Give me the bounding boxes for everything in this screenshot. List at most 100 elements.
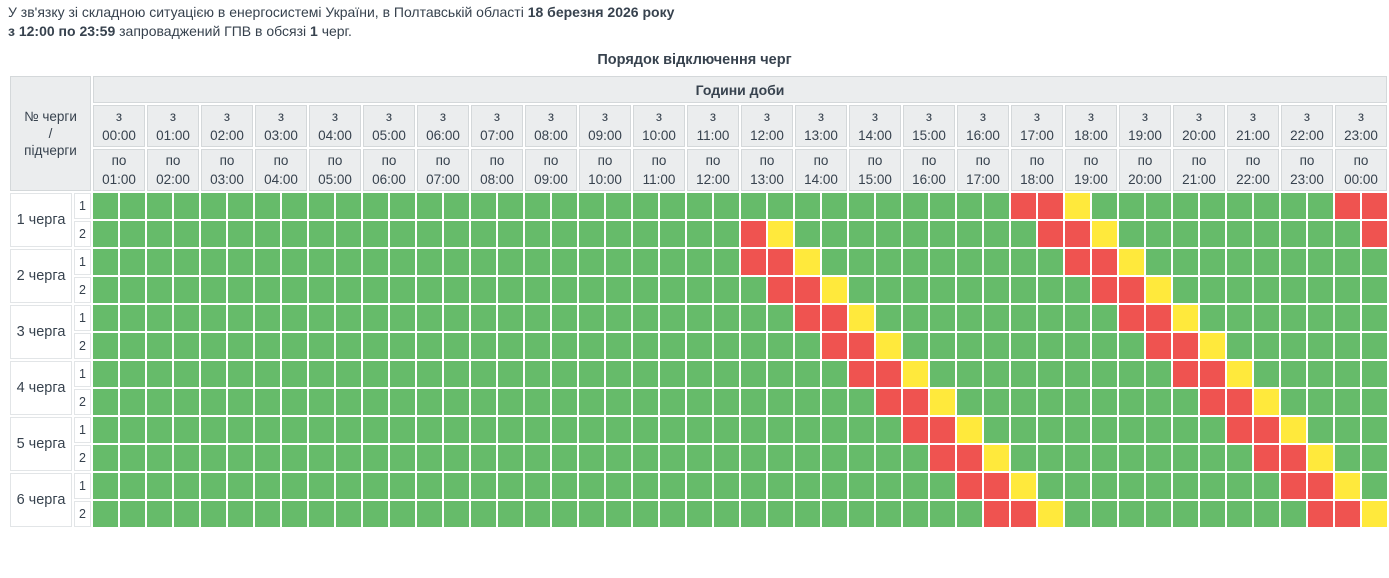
schedule-cell-power_on xyxy=(660,445,685,471)
schedule-cell-possible_outage xyxy=(984,445,1009,471)
schedule-cell-power_on xyxy=(1308,249,1333,275)
schedule-cell-power_on xyxy=(957,361,982,387)
hour-from-16: з 16:00 xyxy=(957,105,1009,147)
schedule-cell-power_on xyxy=(606,473,631,499)
schedule-cell-power_on xyxy=(201,333,226,359)
schedule-cell-power_on xyxy=(1335,389,1360,415)
schedule-cell-possible_outage xyxy=(930,389,955,415)
schedule-cell-power_on xyxy=(444,501,469,527)
schedule-cell-power_on xyxy=(1092,473,1117,499)
schedule-cell-power_on xyxy=(1065,277,1090,303)
schedule-cell-power_on xyxy=(822,501,847,527)
schedule-cell-outage xyxy=(1146,305,1171,331)
schedule-cell-power_on xyxy=(714,193,739,219)
announcement-date: 18 березня 2026 року xyxy=(527,4,675,20)
schedule-cell-power_on xyxy=(363,361,388,387)
schedule-cell-power_on xyxy=(120,221,145,247)
schedule-cell-power_on xyxy=(174,277,199,303)
schedule-cell-power_on xyxy=(876,305,901,331)
schedule-cell-power_on xyxy=(768,473,793,499)
schedule-cell-power_on xyxy=(606,389,631,415)
schedule-cell-power_on xyxy=(606,221,631,247)
schedule-cell-power_on xyxy=(741,305,766,331)
queue-label-5: 5 черга xyxy=(10,417,72,471)
schedule-cell-power_on xyxy=(498,389,523,415)
schedule-cell-power_on xyxy=(849,445,874,471)
subqueue-label: 2 xyxy=(74,333,91,359)
schedule-cell-possible_outage xyxy=(1335,473,1360,499)
hour-to-13: по 14:00 xyxy=(795,149,847,191)
schedule-cell-power_on xyxy=(498,193,523,219)
schedule-cell-power_on xyxy=(1200,277,1225,303)
schedule-cell-power_on xyxy=(255,361,280,387)
schedule-cell-power_on xyxy=(957,277,982,303)
hour-to-11: по 12:00 xyxy=(687,149,739,191)
schedule-cell-power_on xyxy=(795,389,820,415)
schedule-cell-power_on xyxy=(309,389,334,415)
hour-from-2: з 02:00 xyxy=(201,105,253,147)
schedule-cell-power_on xyxy=(1227,221,1252,247)
corner-line3: підчерги xyxy=(24,143,77,158)
schedule-cell-power_on xyxy=(768,389,793,415)
schedule-cell-power_on xyxy=(633,417,658,443)
subqueue-label: 2 xyxy=(74,389,91,415)
schedule-cell-power_on xyxy=(633,333,658,359)
schedule-cell-power_on xyxy=(687,389,712,415)
schedule-cell-power_on xyxy=(282,333,307,359)
schedule-cell-power_on xyxy=(282,305,307,331)
hour-from-8: з 08:00 xyxy=(525,105,577,147)
schedule-cell-power_on xyxy=(1119,221,1144,247)
schedule-cell-power_on xyxy=(552,501,577,527)
schedule-cell-power_on xyxy=(498,305,523,331)
schedule-cell-power_on xyxy=(1119,361,1144,387)
schedule-cell-power_on xyxy=(525,445,550,471)
schedule-cell-power_on xyxy=(93,305,118,331)
schedule-cell-power_on xyxy=(174,389,199,415)
schedule-cell-power_on xyxy=(741,417,766,443)
schedule-cell-power_on xyxy=(228,277,253,303)
schedule-cell-power_on xyxy=(714,249,739,275)
schedule-cell-power_on xyxy=(1146,445,1171,471)
schedule-cell-outage xyxy=(822,305,847,331)
schedule-cell-power_on xyxy=(363,193,388,219)
schedule-cell-power_on xyxy=(1119,417,1144,443)
schedule-cell-power_on xyxy=(822,473,847,499)
schedule-cell-power_on xyxy=(363,305,388,331)
hour-from-15: з 15:00 xyxy=(903,105,955,147)
schedule-cell-power_on xyxy=(363,389,388,415)
schedule-cell-power_on xyxy=(120,501,145,527)
schedule-cell-power_on xyxy=(390,417,415,443)
schedule-cell-power_on xyxy=(849,221,874,247)
schedule-cell-power_on xyxy=(1065,473,1090,499)
schedule-cell-power_on xyxy=(903,193,928,219)
schedule-cell-power_on xyxy=(309,445,334,471)
announcement-part3: черг. xyxy=(321,23,352,39)
schedule-cell-outage xyxy=(984,473,1009,499)
schedule-cell-power_on xyxy=(417,417,442,443)
schedule-cell-power_on xyxy=(903,305,928,331)
schedule-cell-power_on xyxy=(1146,193,1171,219)
schedule-cell-power_on xyxy=(390,277,415,303)
schedule-cell-power_on xyxy=(606,277,631,303)
announcement-part1: У зв'язку зі складною ситуацією в енерго… xyxy=(8,4,524,20)
schedule-cell-power_on xyxy=(444,333,469,359)
hour-to-2: по 03:00 xyxy=(201,149,253,191)
schedule-cell-power_on xyxy=(1308,221,1333,247)
schedule-cell-power_on xyxy=(660,361,685,387)
hour-from-3: з 03:00 xyxy=(255,105,307,147)
schedule-cell-power_on xyxy=(1065,445,1090,471)
schedule-cell-possible_outage xyxy=(822,277,847,303)
hour-from-17: з 17:00 xyxy=(1011,105,1063,147)
schedule-cell-power_on xyxy=(1200,445,1225,471)
schedule-cell-power_on xyxy=(282,277,307,303)
hour-from-20: з 20:00 xyxy=(1173,105,1225,147)
schedule-cell-possible_outage xyxy=(1065,193,1090,219)
schedule-cell-power_on xyxy=(390,305,415,331)
schedule-cell-power_on xyxy=(147,305,172,331)
schedule-cell-power_on xyxy=(579,333,604,359)
schedule-cell-power_on xyxy=(660,277,685,303)
schedule-cell-possible_outage xyxy=(1281,417,1306,443)
schedule-cell-power_on xyxy=(633,473,658,499)
queue-1-sub-1-row: 1 черга 1 xyxy=(10,193,1387,247)
schedule-cell-power_on xyxy=(174,417,199,443)
